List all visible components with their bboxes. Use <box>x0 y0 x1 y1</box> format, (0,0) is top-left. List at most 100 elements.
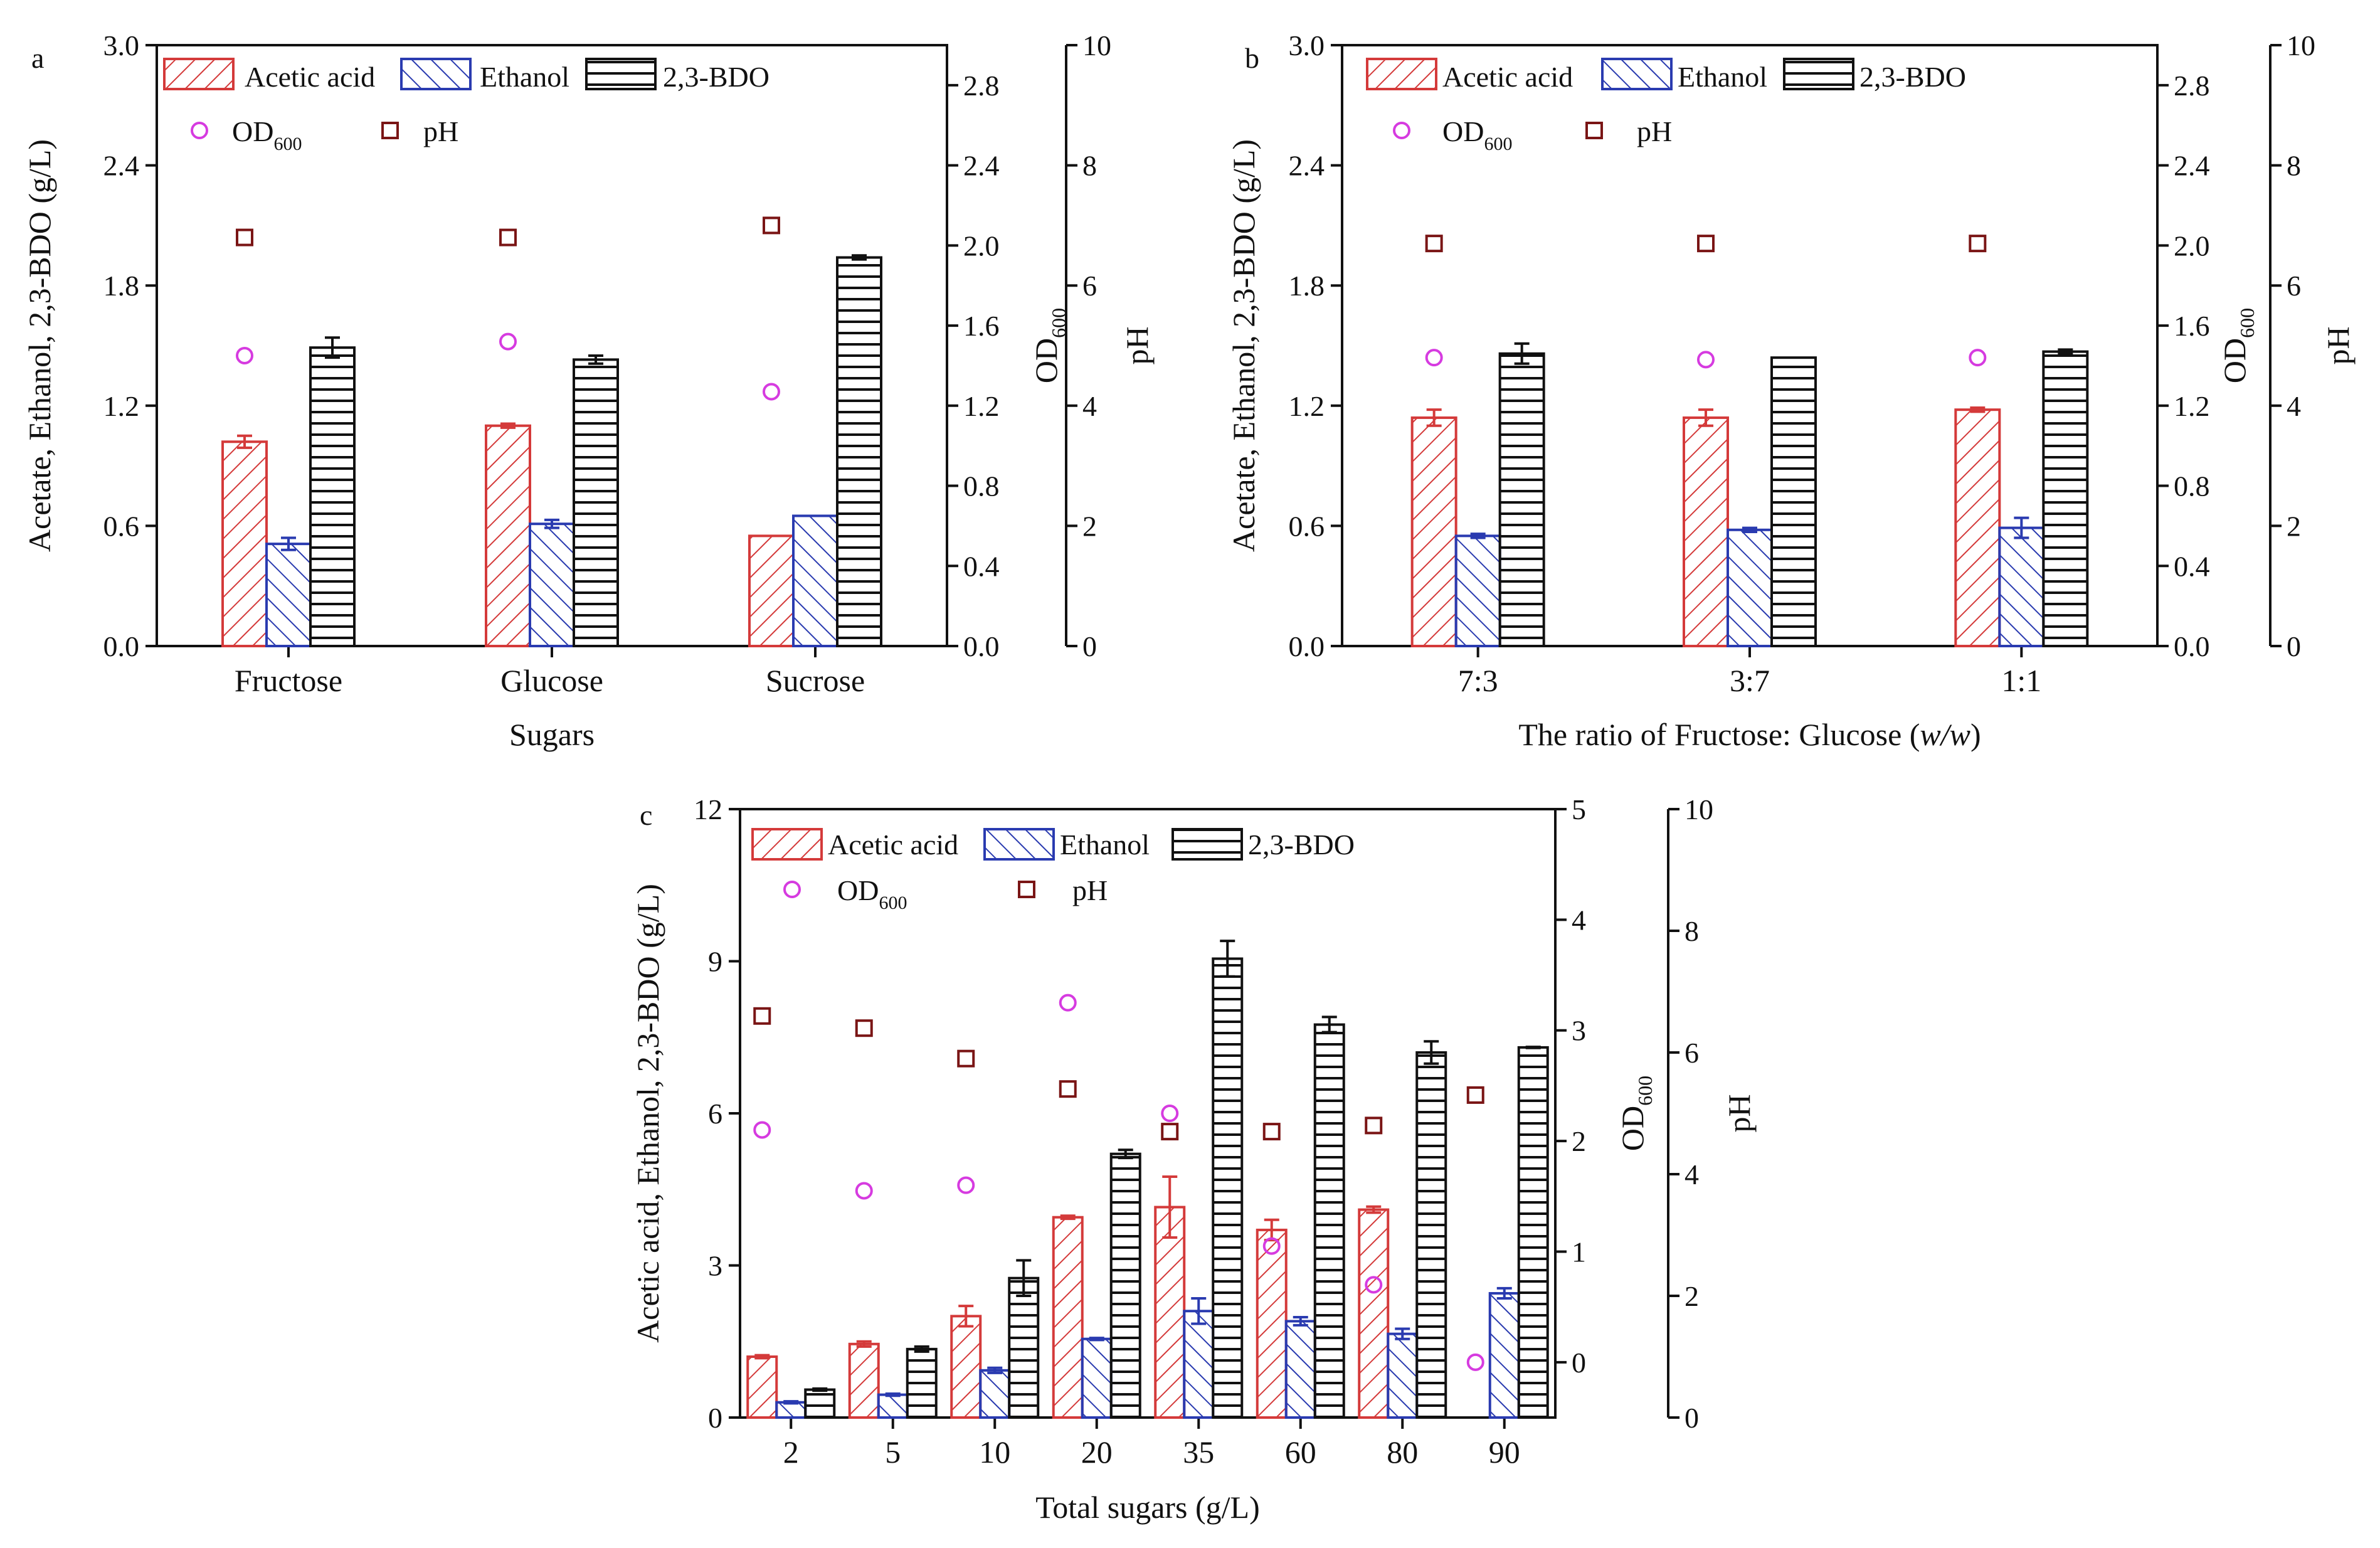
legend-label-ethanol: Ethanol <box>1060 829 1150 861</box>
ph-point <box>1969 235 1987 253</box>
ph-point <box>1697 235 1715 253</box>
ph-point <box>1365 1116 1383 1135</box>
y-tick-label: 1.8 <box>103 270 140 302</box>
ph-tick-label: 0 <box>1082 630 1097 662</box>
od-axis-title: OD600 <box>1029 308 1070 383</box>
legend-label-od: OD600 <box>837 874 907 913</box>
bar-ethanol <box>1081 1337 1113 1419</box>
y-tick-label: 3.0 <box>1289 29 1325 61</box>
od-tick-label: 0.0 <box>2174 630 2210 662</box>
bar-ethanol <box>1387 1332 1419 1419</box>
od600-point <box>1466 1353 1484 1371</box>
ph-point <box>1161 1123 1179 1141</box>
bar-bdo <box>2042 350 2089 648</box>
bar-acetic <box>485 424 531 647</box>
x-tick-label: 20 <box>1081 1434 1113 1470</box>
od600-point <box>1059 994 1077 1012</box>
legend-marker-ph <box>1585 122 1603 139</box>
legend-b: Acetic acid Ethanol 2,3-BDO OD600 pH <box>1366 58 1966 154</box>
ph-tick-label: 0 <box>1685 1402 1699 1434</box>
od-tick-label: 1.2 <box>2174 390 2210 422</box>
legend-label-ph: pH <box>1637 115 1672 147</box>
ph-point <box>753 1007 771 1025</box>
od600-point <box>1425 349 1443 367</box>
y-tick-label: 6 <box>708 1098 722 1130</box>
od600-point <box>753 1121 771 1139</box>
od-tick-label: 0.8 <box>2174 470 2210 502</box>
bar-ethanol <box>529 522 575 647</box>
legend-a: Acetic acid Ethanol 2,3-BDO OD600 pH <box>163 58 770 154</box>
od-tick-label: 0 <box>1572 1347 1586 1379</box>
legend-swatch-bdo <box>1171 828 1243 861</box>
bar-ethanol <box>1998 526 2045 647</box>
ph-tick-label: 8 <box>1685 915 1699 947</box>
od-tick-label: 0.4 <box>963 550 1000 582</box>
legend-swatch-bdo <box>585 58 657 90</box>
ph-tick-label: 2 <box>1082 510 1097 542</box>
od-tick-label: 2.8 <box>2174 70 2210 102</box>
y-axis-title: Acetic acid, Ethanol, 2,3-BDO (g/L) <box>630 884 665 1343</box>
od600-point <box>763 383 780 401</box>
od600-point <box>855 1182 873 1200</box>
y-axis-title: Acetate, Ethanol, 2,3-BDO (g/L) <box>22 139 57 552</box>
bar-ethanol <box>1183 1310 1215 1419</box>
ph-tick-label: 8 <box>2287 150 2301 182</box>
bar-bdo <box>906 1347 938 1419</box>
x-tick-label: 2 <box>783 1434 799 1470</box>
legend-marker-ph <box>381 122 399 139</box>
legend-swatch-bdo <box>1783 58 1854 90</box>
ph-point <box>499 228 517 247</box>
ph-tick-label: 4 <box>1082 390 1097 422</box>
panel-label-a: a <box>31 42 44 74</box>
od600-point <box>1365 1276 1383 1294</box>
od-tick-label: 0.4 <box>2174 550 2210 582</box>
legend-c: Acetic acid Ethanol 2,3-BDO OD600 pH <box>751 828 1355 913</box>
ph-tick-label: 6 <box>1082 270 1097 302</box>
y-tick-label: 0 <box>708 1402 722 1434</box>
bar-bdo <box>1770 356 1817 647</box>
x-axis-title: Total sugars (g/L) <box>1035 1490 1260 1525</box>
ph-tick-label: 2 <box>1685 1280 1699 1312</box>
y-tick-label: 1.8 <box>1289 270 1325 302</box>
bar-acetic <box>1052 1216 1084 1419</box>
x-axis-title: The ratio of Fructose: Glucose (w/w) <box>1518 717 1981 752</box>
bar-ethanol <box>1454 534 1501 647</box>
bar-acetic <box>1954 408 2001 647</box>
bar-ethanol <box>1284 1320 1316 1419</box>
od-tick-label: 4 <box>1572 904 1586 936</box>
ph-axis-title: pH <box>2320 326 2356 364</box>
bar-ethanol <box>979 1369 1011 1419</box>
legend-swatch-ethanol <box>983 828 1055 861</box>
x-tick-label: 5 <box>885 1434 901 1470</box>
bar-ethanol <box>265 543 312 648</box>
od600-point <box>1969 349 1987 367</box>
x-tick-label: 10 <box>979 1434 1010 1470</box>
ph-point <box>957 1049 975 1068</box>
legend-swatch-acetic <box>751 828 823 861</box>
ph-point <box>855 1019 873 1037</box>
legend-label-acetic: Acetic acid <box>245 61 375 93</box>
ph-tick-label: 6 <box>2287 270 2301 302</box>
x-tick-label: 35 <box>1183 1434 1214 1470</box>
bar-acetic <box>746 1355 778 1419</box>
legend-label-bdo: 2,3-BDO <box>1248 829 1355 861</box>
legend-label-acetic: Acetic acid <box>828 829 958 861</box>
ph-tick-label: 10 <box>1082 29 1111 61</box>
x-tick-label: 90 <box>1489 1434 1520 1470</box>
bar-bdo <box>804 1388 836 1419</box>
legend-swatch-acetic <box>163 58 235 90</box>
legend-swatch-acetic <box>1366 58 1437 90</box>
y-tick-label: 0.6 <box>103 510 140 542</box>
x-tick-label: Sucrose <box>766 663 865 698</box>
legend-marker-od <box>1393 122 1410 139</box>
panel-b: b 0.0 0.6 1.2 1.8 2.4 3.0 0.0 0.4 0.8 1.2 1.6 2.0 2.… <box>1226 29 2356 752</box>
x-tick-label: 3:7 <box>1730 663 1770 698</box>
bar-acetic <box>221 440 268 648</box>
y-tick-label: 0.6 <box>1289 510 1325 542</box>
od-tick-label: 1 <box>1572 1236 1586 1268</box>
y-tick-label: 2.4 <box>103 150 140 182</box>
ph-axis-title: pH <box>1722 1094 1757 1132</box>
bar-acetic <box>1358 1208 1390 1419</box>
legend-label-ph: pH <box>423 115 458 147</box>
